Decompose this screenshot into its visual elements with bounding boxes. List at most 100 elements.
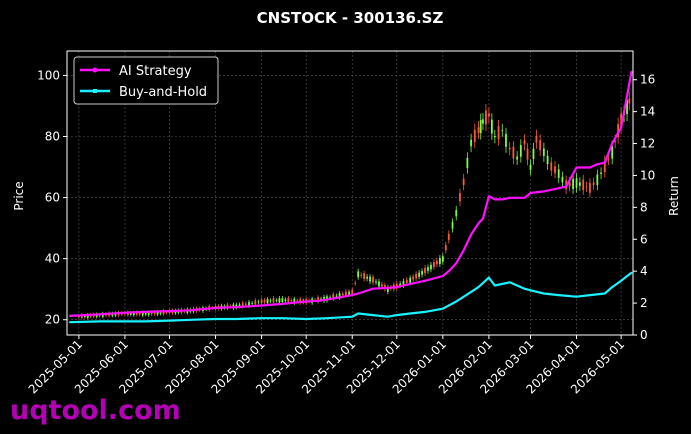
candle-body (550, 162, 553, 171)
candle-body (141, 312, 144, 316)
buy-and-hold-line-point (603, 292, 606, 295)
buy-and-hold-line-point (395, 314, 398, 317)
candle-body (381, 284, 383, 287)
plot-frame (66, 50, 634, 336)
ai-strategy-line-point (626, 94, 629, 97)
ai-strategy-line-point (508, 196, 511, 199)
ai-strategy-line-point (470, 233, 473, 236)
candle-body (150, 311, 153, 315)
candle-body (462, 178, 465, 186)
candle-body (296, 300, 299, 302)
buy-and-hold-line-point (214, 318, 217, 321)
ai-strategy-line-point (305, 300, 308, 303)
candle-body (485, 110, 487, 125)
candle-body (263, 300, 266, 303)
ai-strategy-line-point (424, 279, 427, 282)
candle-body (578, 182, 581, 186)
ai-strategy-line-point (462, 249, 465, 252)
ai-strategy-line-point (477, 222, 480, 225)
candle-body (600, 172, 602, 174)
candle-body (585, 186, 588, 188)
ai-strategy-line-point (447, 270, 450, 273)
buy-and-hold-line-point (620, 279, 623, 282)
candle-body (266, 299, 269, 304)
ai-strategy-line-point (455, 262, 458, 265)
ai-strategy-line-point (333, 297, 336, 300)
buy-and-hold-line-point (493, 284, 496, 287)
ai-strategy-line-point (487, 195, 490, 198)
candle-body (369, 276, 371, 282)
buy-and-hold-line-point (557, 294, 560, 297)
candle-body (589, 183, 591, 193)
buy-and-hold-line-point (588, 294, 591, 297)
candle-body (287, 297, 290, 303)
legend-label-ai-strategy: AI Strategy (119, 64, 192, 79)
ai-strategy-line-point (98, 313, 101, 316)
candle-body (412, 276, 415, 280)
candle-body (354, 283, 357, 284)
buy-and-hold-line-point (575, 295, 578, 298)
buy-and-hold-line-point (529, 289, 532, 292)
candle-body (508, 147, 511, 150)
candle-body (338, 293, 341, 298)
y2-tick-label: 2 (640, 296, 648, 310)
candle-body (83, 315, 86, 317)
candle-body (557, 169, 560, 178)
candle-body (575, 178, 578, 188)
buy-and-hold-line-point (409, 312, 412, 315)
buy-and-hold-line-point (441, 307, 444, 310)
y2-tick-label: 12 (640, 137, 655, 151)
y2-tick-label: 6 (640, 232, 648, 246)
candle-body (582, 179, 585, 190)
candle-body (299, 298, 302, 303)
ai-strategy-line-point (214, 306, 217, 309)
candle-body (402, 281, 405, 286)
ai-strategy-line-point (351, 294, 354, 297)
ai-strategy-line-point (603, 161, 606, 164)
candle-body (345, 291, 347, 296)
candle-body (293, 298, 296, 304)
candle-body (77, 316, 80, 318)
candle-body (284, 299, 287, 301)
candle-body (132, 312, 135, 316)
candle-body (535, 135, 538, 143)
candle-body (451, 222, 454, 229)
ai-strategy-line-point (235, 306, 238, 309)
candle-body (482, 119, 484, 124)
buy-and-hold-line-point (455, 300, 458, 303)
buy-and-hold-line-point (123, 320, 126, 323)
candle-body (360, 274, 363, 276)
candle-body (519, 145, 522, 157)
candle-body (363, 273, 366, 279)
candle-body (260, 299, 263, 303)
candle-body (497, 126, 500, 140)
candle-body (539, 140, 542, 151)
buy-and-hold-line-point (357, 312, 360, 315)
candle-body (332, 294, 335, 299)
ai-strategy-line-point (542, 190, 545, 193)
candle-body (493, 135, 496, 138)
candle-body (348, 291, 350, 295)
buy-and-hold-line-point (168, 319, 171, 322)
candle-body (275, 300, 278, 302)
buy-and-hold-line-point (189, 318, 192, 321)
candle-body (244, 303, 247, 305)
candle-body (505, 133, 507, 147)
y-tick-label: 100 (37, 68, 60, 82)
candle-body (366, 276, 368, 279)
ai-strategy-line-point (557, 187, 560, 190)
ai-strategy-line-point (501, 198, 504, 201)
candle-body (614, 140, 617, 143)
candle-body (415, 273, 418, 279)
candle-body (611, 146, 614, 159)
candle-body (424, 267, 426, 274)
buy-and-hold-line-point (68, 321, 71, 324)
buy-and-hold-line-point (477, 286, 480, 289)
candle-body (144, 312, 147, 315)
candle-body (568, 181, 571, 187)
candle-body (317, 297, 319, 302)
ai-strategy-line-point (596, 163, 599, 166)
buy-and-hold-line-point (372, 314, 375, 317)
candle-body (447, 234, 450, 240)
